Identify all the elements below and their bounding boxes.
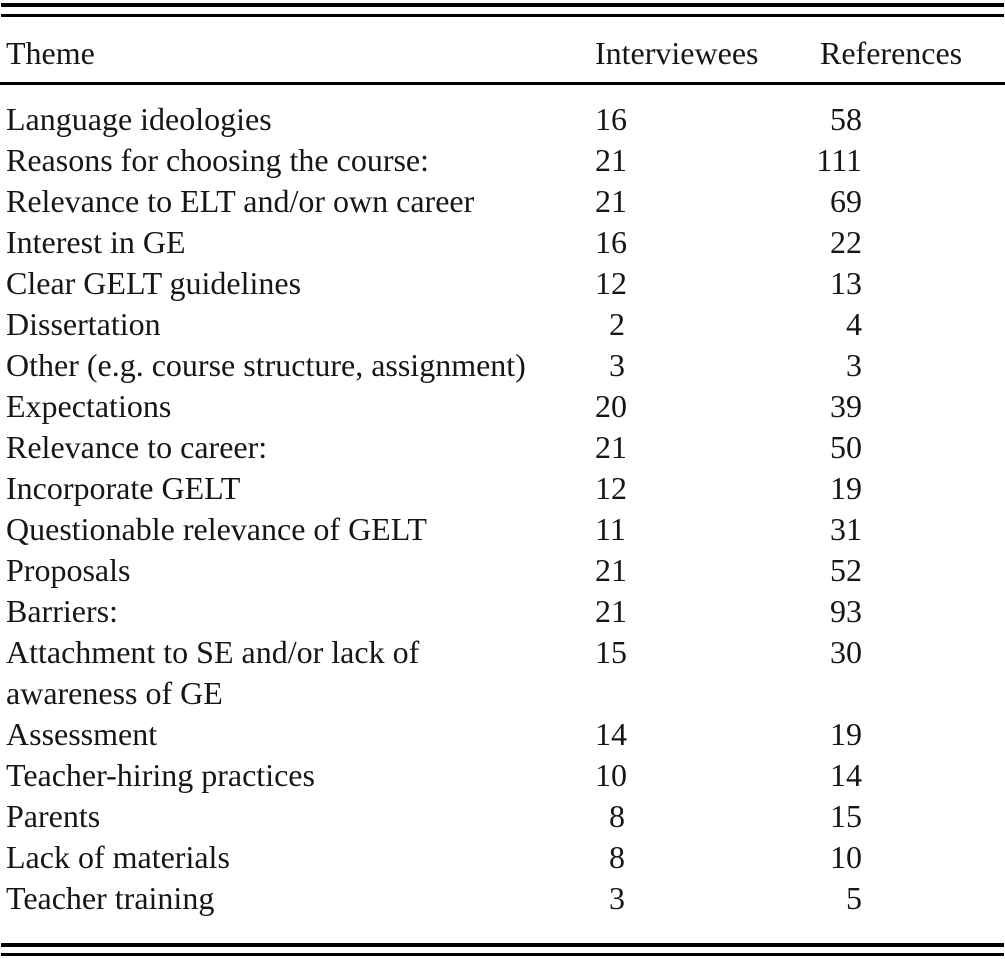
interviewees-cell: 20 [595, 388, 627, 424]
header-row: Theme Interviewees References [0, 17, 1005, 85]
table-row: Interest in GE 16 22 [0, 222, 1005, 263]
themes-table: Theme Interviewees References Language i… [0, 17, 1005, 943]
table-row: Parents 8 15 [0, 796, 1005, 837]
column-header-interviewees: Interviewees [595, 17, 765, 85]
references-cell: 4 [846, 306, 862, 342]
table-row: Assessment 14 19 [0, 714, 1005, 755]
top-rule-thin [1, 14, 1004, 17]
theme-cell-line2: awareness of GE [6, 675, 223, 711]
interviewees-cell: 21 [595, 183, 627, 219]
theme-cell: Teacher-hiring practices [6, 757, 315, 793]
references-cell: 14 [830, 757, 862, 793]
theme-cell: Incorporate GELT [6, 470, 241, 506]
table-row: Incorporate GELT 12 19 [0, 468, 1005, 509]
references-cell: 15 [830, 798, 862, 834]
interviewees-cell: 11 [595, 511, 626, 547]
references-cell: 19 [830, 716, 862, 752]
theme-cell: Parents [6, 798, 101, 834]
table-row: Relevance to ELT and/or own career 21 69 [0, 181, 1005, 222]
interviewees-cell: 16 [595, 101, 627, 137]
theme-cell: Assessment [6, 716, 158, 752]
table-row: Barriers: 21 93 [0, 591, 1005, 632]
interviewees-cell: 21 [595, 142, 627, 178]
theme-cell: Proposals [6, 552, 131, 588]
theme-cell: Questionable relevance of GELT [6, 511, 427, 547]
table-row: Attachment to SE and/or lack of awarenes… [0, 632, 1005, 714]
interviewees-cell: 8 [609, 798, 625, 834]
table-row: Teacher-hiring practices 10 14 [0, 755, 1005, 796]
theme-cell: Other (e.g. course structure, assignment… [6, 347, 526, 383]
interviewees-cell: 15 [595, 634, 627, 670]
references-cell: 111 [816, 142, 862, 178]
column-header-theme: Theme [0, 17, 595, 85]
table-row: Relevance to career: 21 50 [0, 427, 1005, 468]
table-row: Language ideologies 16 58 [0, 84, 1005, 141]
table-row: Proposals 21 52 [0, 550, 1005, 591]
table-row: Lack of materials 8 10 [0, 837, 1005, 878]
interviewees-cell: 16 [595, 224, 627, 260]
theme-cell: Barriers: [6, 593, 118, 629]
references-cell: 13 [830, 265, 862, 301]
references-cell: 69 [830, 183, 862, 219]
interviewees-cell: 14 [595, 716, 627, 752]
references-cell: 31 [830, 511, 862, 547]
interviewees-cell: 2 [609, 306, 625, 342]
bottom-rule-thin [1, 953, 1004, 956]
theme-cell: Relevance to career: [6, 429, 268, 465]
references-cell: 3 [846, 347, 862, 383]
table-row: Dissertation 2 4 [0, 304, 1005, 345]
references-cell: 10 [830, 839, 862, 875]
interviewees-cell: 3 [609, 347, 625, 383]
interviewees-cell: 12 [595, 470, 627, 506]
table-row: Expectations 20 39 [0, 386, 1005, 427]
interviewees-cell: 12 [595, 265, 627, 301]
interviewees-cell: 8 [609, 839, 625, 875]
theme-cell: Relevance to ELT and/or own career [6, 183, 475, 219]
column-header-references: References [765, 17, 1005, 85]
theme-cell: Dissertation [6, 306, 161, 342]
table-row: Teacher training 3 5 [0, 878, 1005, 943]
theme-cell: Language ideologies [6, 101, 272, 137]
references-cell: 30 [830, 634, 862, 670]
theme-cell: Teacher training [6, 880, 215, 916]
table-row: Reasons for choosing the course: 21 111 [0, 140, 1005, 181]
theme-cell: Attachment to SE and/or lack of [6, 634, 420, 670]
interviewees-cell: 3 [609, 880, 625, 916]
references-cell: 52 [830, 552, 862, 588]
theme-cell: Interest in GE [6, 224, 186, 260]
interviewees-cell: 21 [595, 429, 627, 465]
references-cell: 22 [830, 224, 862, 260]
references-cell: 39 [830, 388, 862, 424]
interviewees-cell: 21 [595, 552, 627, 588]
top-rule-thick [1, 3, 1004, 7]
interviewees-cell: 10 [595, 757, 627, 793]
theme-cell: Lack of materials [6, 839, 230, 875]
references-cell: 50 [830, 429, 862, 465]
table-body: Language ideologies 16 58 Reasons for ch… [0, 84, 1005, 944]
theme-cell: Expectations [6, 388, 172, 424]
theme-cell: Reasons for choosing the course: [6, 142, 430, 178]
references-cell: 5 [846, 880, 862, 916]
table-row: Questionable relevance of GELT 11 31 [0, 509, 1005, 550]
references-cell: 93 [830, 593, 862, 629]
references-cell: 19 [830, 470, 862, 506]
interviewees-cell: 21 [595, 593, 627, 629]
references-cell: 58 [830, 101, 862, 137]
bottom-rule-thick [1, 943, 1004, 947]
theme-cell: Clear GELT guidelines [6, 265, 302, 301]
table-row: Clear GELT guidelines 12 13 [0, 263, 1005, 304]
table-row: Other (e.g. course structure, assignment… [0, 345, 1005, 386]
